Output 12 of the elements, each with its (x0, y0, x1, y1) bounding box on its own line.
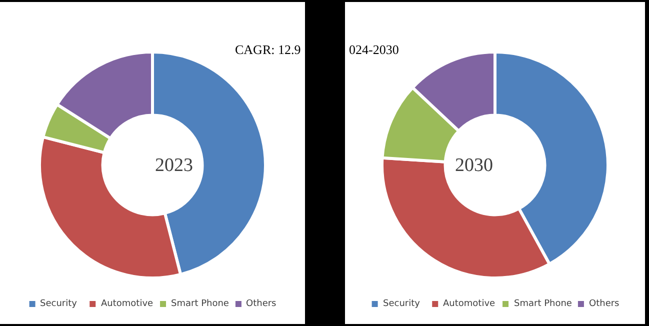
legend-label: Smart Phone (171, 299, 230, 309)
text: 024-2030 (349, 42, 399, 57)
legend-label: Automotive (101, 299, 154, 309)
text: CAGR: 12.9 (235, 42, 301, 57)
legend-label: Security (40, 299, 78, 309)
text: 2030 (455, 155, 493, 176)
legend-label: Others (246, 299, 277, 309)
text: 2023 (155, 155, 193, 176)
legend-label: Smart Phone (514, 299, 572, 309)
legend-label: Others (589, 299, 620, 309)
legend-label: Security (383, 299, 421, 309)
legend-label: Automotive (443, 299, 496, 309)
